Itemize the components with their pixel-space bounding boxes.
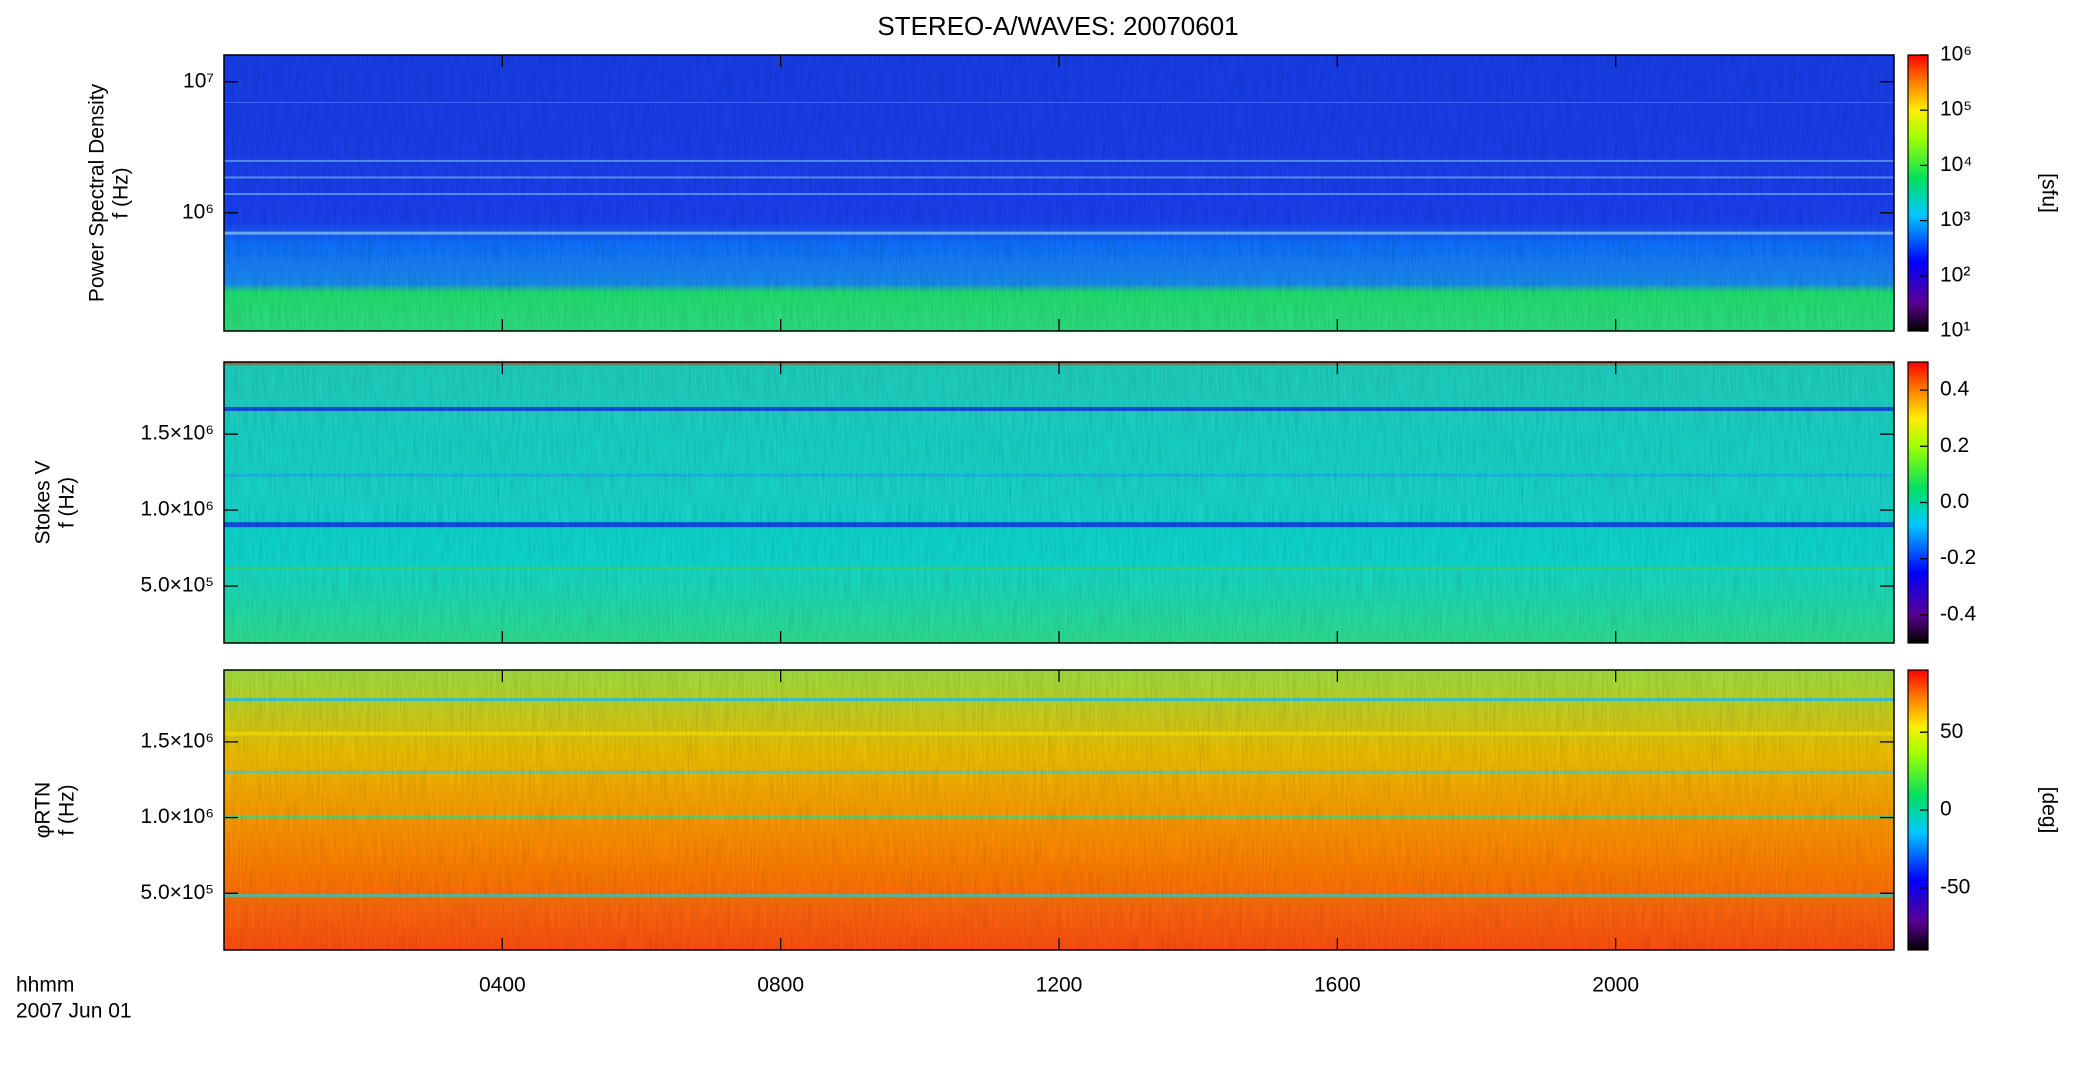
spectrogram-band (224, 176, 1894, 179)
colorbar-tick-label: 0 (1940, 798, 1952, 821)
spectrogram-band (224, 101, 1894, 103)
spectrogram-band (224, 815, 1894, 819)
colorbar-tick-label: 0.4 (1940, 378, 1970, 401)
y-tick-label: 10⁶ (182, 200, 214, 223)
colorbar-tick-label: -0.2 (1940, 546, 1976, 569)
spectrogram (224, 670, 1894, 950)
spectrogram-band (224, 406, 1894, 411)
colorbar-tick-label: -50 (1940, 875, 1970, 898)
spectrogram-band (224, 770, 1894, 774)
y-tick-label: 1.5×10⁶ (141, 729, 214, 752)
colorbar-tick-label: 0.0 (1940, 490, 1969, 513)
x-tick-label: 2000 (1592, 974, 1639, 997)
x-tick-label: 0800 (757, 974, 804, 997)
colorbar-tick-label: 10⁴ (1940, 153, 1972, 176)
y-tick-label: 1.0×10⁶ (141, 498, 214, 521)
colorbar-label: [deg] (2037, 787, 2060, 834)
spectrogram-band (224, 894, 1894, 897)
x-label: hhmm (16, 974, 74, 997)
y-tick-label: 1.0×10⁶ (141, 805, 214, 828)
y-tick-label: 5.0×10⁵ (140, 574, 214, 597)
colorbar-label: [sfu] (2037, 173, 2060, 213)
y-tick-label: 10⁷ (183, 69, 214, 92)
spectrogram (224, 55, 1894, 331)
x-tick-label: 1600 (1314, 974, 1361, 997)
colorbar-tick-label: 10⁶ (1940, 43, 1972, 66)
colorbar-tick-label: -0.4 (1940, 602, 1977, 625)
spectrogram (224, 362, 1894, 643)
spectrogram-image (224, 362, 1894, 643)
colorbar-tick-label: 10² (1940, 263, 1970, 286)
y-label: Stokes V (32, 460, 55, 544)
colorbar-tick-label: 50 (1940, 720, 1963, 743)
colorbar-tick-label: 0.2 (1940, 434, 1969, 457)
colorbar-tick-label: 10³ (1940, 208, 1970, 231)
y-label: Power Spectral Density (86, 83, 109, 302)
y-label: φRTN (32, 782, 55, 838)
y-tick-label: 5.0×10⁵ (140, 881, 214, 904)
colorbar-tick-label: 10¹ (1940, 319, 1970, 342)
colorbar-tick-label: 10⁵ (1940, 98, 1972, 121)
spectrogram-band (224, 522, 1894, 528)
spectrogram-band (224, 474, 1894, 477)
colorbar (1907, 54, 1929, 332)
x-tick-label: 1200 (1036, 974, 1083, 997)
spectrogram-band (224, 159, 1894, 162)
x-tick-label: 0400 (479, 974, 526, 997)
spectrogram-image (224, 670, 1894, 950)
y-label: f (Hz) (56, 784, 79, 835)
y-label: f (Hz) (56, 477, 79, 528)
spectrogram-band (224, 567, 1894, 570)
x-label: 2007 Jun 01 (16, 1000, 132, 1023)
spectrogram-band (224, 731, 1894, 736)
y-label: f (Hz) (110, 167, 133, 218)
spectrogram-band (224, 193, 1894, 195)
y-tick-label: 1.5×10⁶ (141, 422, 214, 445)
spectrogram-band (224, 231, 1894, 235)
spectrogram-band (224, 698, 1894, 701)
title: STEREO-A/WAVES: 20070601 (877, 11, 1238, 41)
